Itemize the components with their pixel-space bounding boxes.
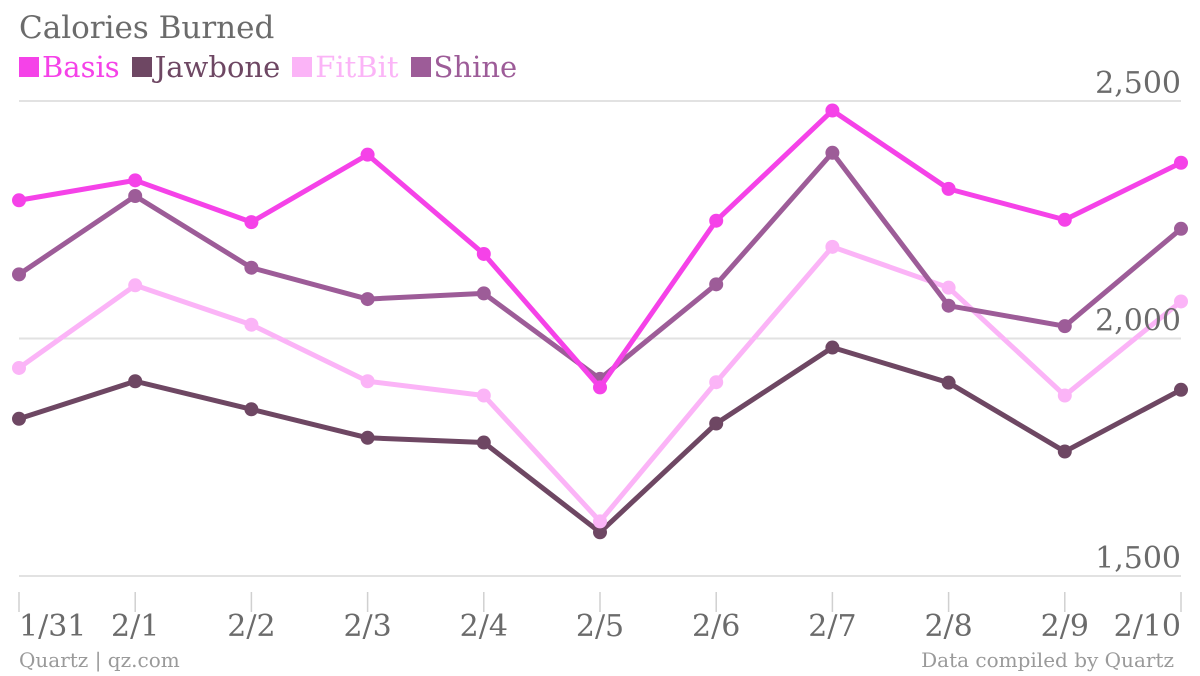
data-point-shine <box>128 189 143 203</box>
legend-label-jawbone: Jawbone <box>154 50 281 84</box>
data-point-shine <box>709 277 724 292</box>
data-point-basis <box>128 173 143 188</box>
legend-item-basis: Basis <box>19 50 120 84</box>
series-layer <box>12 103 1188 540</box>
axis-labels: 1,500 2,000 2,500 1/31 2/1 2/2 2/3 2/4 2/5 2/6 2/7… <box>19 66 1181 644</box>
legend-item-fitbit: FitBit <box>292 50 399 84</box>
source-note: Quartz | qz.com <box>19 648 180 672</box>
legend-item-shine: Shine <box>410 50 518 84</box>
data-point-shine <box>360 292 375 307</box>
x-tick-label: 2/2 <box>227 609 275 644</box>
data-point-jawbone <box>941 375 956 390</box>
data-point-shine <box>12 267 26 282</box>
data-point-shine <box>1057 319 1072 334</box>
data-point-fitbit <box>941 280 956 295</box>
data-point-basis <box>709 213 724 228</box>
data-point-basis <box>12 193 26 208</box>
legend-swatch-jawbone <box>131 57 152 77</box>
data-point-jawbone <box>360 430 375 445</box>
data-point-shine <box>1174 221 1188 236</box>
legend-swatch-shine <box>410 57 431 77</box>
data-point-fitbit <box>12 360 26 375</box>
data-point-jawbone <box>593 525 607 540</box>
data-point-jawbone <box>128 374 143 389</box>
data-point-shine <box>244 260 259 275</box>
legend-swatch-fitbit <box>292 57 313 77</box>
data-point-shine <box>825 145 840 160</box>
data-point-shine <box>941 298 956 313</box>
x-tick-label: 2/5 <box>576 609 624 644</box>
data-point-basis <box>476 246 491 261</box>
x-axis-ticks <box>18 592 1182 612</box>
data-point-fitbit <box>128 278 143 293</box>
data-point-fitbit <box>709 375 724 390</box>
data-point-fitbit <box>360 374 375 389</box>
data-point-jawbone <box>1174 382 1188 397</box>
y-tick-label: 2,500 <box>1095 66 1181 101</box>
data-point-jawbone <box>244 402 259 417</box>
data-point-fitbit <box>244 317 259 332</box>
data-point-basis <box>360 147 375 162</box>
y-tick-label: 1,500 <box>1095 541 1181 576</box>
data-point-fitbit <box>476 388 491 403</box>
series-line-basis <box>16 108 1184 390</box>
data-point-jawbone <box>12 411 26 426</box>
legend-swatch-basis <box>19 57 39 77</box>
x-tick-label: 2/10 <box>1114 609 1181 644</box>
data-point-basis <box>825 103 840 118</box>
y-tick-label: 2,000 <box>1095 304 1181 339</box>
data-point-jawbone <box>476 435 491 450</box>
data-point-shine <box>476 286 491 301</box>
chart-title: Calories Burned <box>19 10 275 46</box>
x-tick-label: 2/8 <box>924 609 972 644</box>
data-point-basis <box>593 380 607 395</box>
x-tick-label: 2/1 <box>111 609 159 644</box>
x-tick-label: 2/3 <box>343 609 391 644</box>
x-tick-label: 1/31 <box>19 609 86 644</box>
legend-label-basis: Basis <box>42 50 120 84</box>
data-point-jawbone <box>1057 444 1072 459</box>
legend-label-shine: Shine <box>433 50 518 84</box>
data-point-jawbone <box>825 340 840 355</box>
grid-layer <box>19 100 1181 577</box>
chart-legend: Basis Jawbone FitBit Shine <box>19 50 517 84</box>
x-tick-label: 2/9 <box>1041 609 1089 644</box>
legend-label-fitbit: FitBit <box>315 50 399 84</box>
data-point-fitbit <box>1057 388 1072 403</box>
x-tick-label: 2/4 <box>460 609 508 644</box>
data-point-fitbit <box>825 239 840 254</box>
legend-item-jawbone: Jawbone <box>131 50 281 84</box>
data-point-jawbone <box>709 416 724 431</box>
data-point-basis <box>941 181 956 196</box>
data-point-fitbit <box>1174 294 1188 309</box>
x-tick-label: 2/6 <box>692 609 740 644</box>
x-tick-label: 2/7 <box>808 609 856 644</box>
data-point-basis <box>1174 155 1188 170</box>
data-point-fitbit <box>593 514 607 529</box>
data-point-basis <box>1057 212 1072 227</box>
credit-note: Data compiled by Quartz <box>921 648 1174 672</box>
data-point-basis <box>244 215 259 230</box>
